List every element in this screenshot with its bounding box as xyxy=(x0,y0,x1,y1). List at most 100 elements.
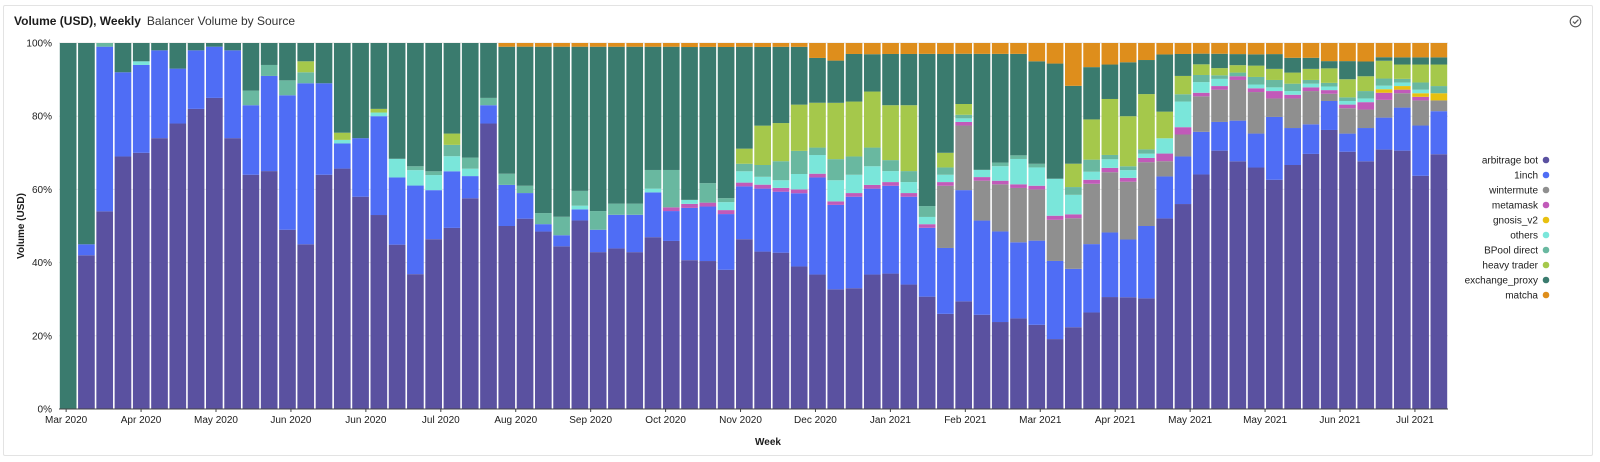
bar-segment[interactable] xyxy=(827,60,845,103)
bar-column[interactable] xyxy=(461,43,479,409)
bar-segment[interactable] xyxy=(608,43,625,47)
bar-segment[interactable] xyxy=(1284,94,1301,99)
bar-segment[interactable] xyxy=(388,43,406,159)
bar-segment[interactable] xyxy=(754,125,771,165)
bar-segment[interactable] xyxy=(1357,61,1375,77)
bar-segment[interactable] xyxy=(863,274,881,409)
bar-segment[interactable] xyxy=(1302,124,1320,154)
bar-segment[interactable] xyxy=(608,203,625,215)
bar-column[interactable] xyxy=(553,43,570,409)
bar-segment[interactable] xyxy=(425,171,443,176)
bar-segment[interactable] xyxy=(827,180,845,202)
bar-segment[interactable] xyxy=(845,43,863,54)
bar-segment[interactable] xyxy=(827,289,845,409)
bar-segment[interactable] xyxy=(1266,91,1283,99)
bar-segment[interactable] xyxy=(279,229,296,409)
legend-item[interactable]: exchange_proxy xyxy=(1465,276,1550,287)
bar-segment[interactable] xyxy=(1247,84,1265,89)
bar-segment[interactable] xyxy=(407,166,424,171)
bar-segment[interactable] xyxy=(297,61,315,73)
bar-segment[interactable] xyxy=(297,83,315,245)
bar-segment[interactable] xyxy=(443,171,461,228)
bar-segment[interactable] xyxy=(1393,57,1411,65)
bar-segment[interactable] xyxy=(644,237,662,409)
bar-segment[interactable] xyxy=(1028,43,1046,62)
bar-segment[interactable] xyxy=(937,247,954,314)
bar-column[interactable] xyxy=(498,43,516,409)
bar-segment[interactable] xyxy=(973,43,991,54)
bar-segment[interactable] xyxy=(1192,64,1210,75)
bar-segment[interactable] xyxy=(1412,96,1429,101)
bar-segment[interactable] xyxy=(1357,102,1375,110)
bar-segment[interactable] xyxy=(1138,153,1155,158)
bar-segment[interactable] xyxy=(516,185,534,194)
bar-segment[interactable] xyxy=(626,43,644,47)
bar-segment[interactable] xyxy=(955,301,973,409)
bar-segment[interactable] xyxy=(1412,125,1429,176)
bar-column[interactable] xyxy=(1412,43,1429,409)
bar-column[interactable] xyxy=(937,43,954,409)
bar-segment[interactable] xyxy=(1046,339,1064,409)
bar-segment[interactable] xyxy=(516,218,534,409)
bar-segment[interactable] xyxy=(809,177,826,275)
bar-column[interactable] xyxy=(260,43,278,409)
bar-column[interactable] xyxy=(1138,43,1155,409)
bar-segment[interactable] xyxy=(1320,82,1338,87)
bar-column[interactable] xyxy=(114,43,132,409)
bar-segment[interactable] xyxy=(754,184,771,189)
bar-segment[interactable] xyxy=(443,156,461,172)
bar-segment[interactable] xyxy=(827,43,845,61)
bar-segment[interactable] xyxy=(863,184,881,189)
bar-segment[interactable] xyxy=(1028,240,1046,325)
bar-segment[interactable] xyxy=(1010,53,1027,156)
bar-column[interactable] xyxy=(900,43,918,409)
bar-segment[interactable] xyxy=(388,158,406,178)
bar-segment[interactable] xyxy=(973,220,991,315)
bar-segment[interactable] xyxy=(1357,43,1375,62)
bar-segment[interactable] xyxy=(882,185,899,274)
bar-segment[interactable] xyxy=(644,169,662,189)
bar-segment[interactable] xyxy=(1156,161,1174,177)
bar-segment[interactable] xyxy=(1046,215,1064,220)
bar-segment[interactable] xyxy=(937,152,954,168)
bar-segment[interactable] xyxy=(132,64,150,153)
bar-segment[interactable] xyxy=(754,188,771,252)
bar-segment[interactable] xyxy=(1119,62,1137,117)
bar-column[interactable] xyxy=(407,43,424,409)
bar-segment[interactable] xyxy=(827,201,845,205)
bar-segment[interactable] xyxy=(1320,61,1338,69)
bar-segment[interactable] xyxy=(1412,82,1429,90)
bar-column[interactable] xyxy=(681,43,698,409)
bar-segment[interactable] xyxy=(498,43,516,47)
bar-segment[interactable] xyxy=(1065,218,1082,269)
bar-segment[interactable] xyxy=(1156,218,1174,410)
bar-column[interactable] xyxy=(1430,43,1448,409)
bar-segment[interactable] xyxy=(772,191,790,253)
bar-segment[interactable] xyxy=(900,182,918,194)
bar-column[interactable] xyxy=(772,43,790,409)
bar-segment[interactable] xyxy=(754,43,771,47)
bar-segment[interactable] xyxy=(699,202,717,207)
bar-segment[interactable] xyxy=(260,64,278,76)
bar-segment[interactable] xyxy=(1174,204,1192,409)
bar-column[interactable] xyxy=(1192,43,1210,409)
bar-segment[interactable] xyxy=(918,227,936,297)
bar-segment[interactable] xyxy=(882,171,899,183)
bar-segment[interactable] xyxy=(1192,131,1210,175)
bar-segment[interactable] xyxy=(1010,155,1027,159)
bar-segment[interactable] xyxy=(717,269,735,409)
bar-segment[interactable] xyxy=(845,174,863,194)
legend-item[interactable]: heavy trader xyxy=(1482,261,1550,272)
bar-segment[interactable] xyxy=(1375,85,1393,90)
bar-column[interactable] xyxy=(224,43,241,409)
bar-segment[interactable] xyxy=(809,43,826,58)
bar-column[interactable] xyxy=(955,43,973,409)
bar-segment[interactable] xyxy=(845,53,863,102)
bar-segment[interactable] xyxy=(553,235,570,247)
bar-segment[interactable] xyxy=(717,46,735,199)
bar-column[interactable] xyxy=(279,43,296,409)
bar-segment[interactable] xyxy=(717,198,735,203)
bar-segment[interactable] xyxy=(1302,79,1320,84)
bar-segment[interactable] xyxy=(352,196,369,409)
bar-segment[interactable] xyxy=(114,72,132,157)
